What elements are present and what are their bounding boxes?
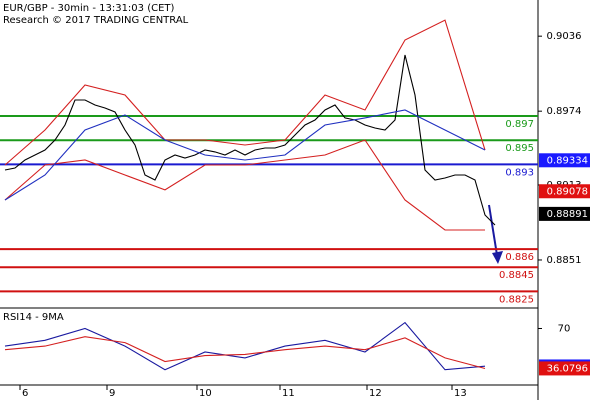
x-tick-label: 11 xyxy=(282,388,295,399)
y-tick-label: 0.8974 xyxy=(547,106,582,117)
level-label: 0.897 xyxy=(505,119,534,130)
y-tick-label: 70 xyxy=(558,323,571,334)
x-tick-label: 13 xyxy=(454,388,467,399)
value-tag-label: 0.89078 xyxy=(547,186,588,197)
series-line xyxy=(4,336,486,370)
chart-title: EUR/GBP - 30min - 13:31:03 (CET) xyxy=(3,3,175,14)
y-tick-label: 0.8851 xyxy=(547,255,582,266)
level-label: 0.893 xyxy=(505,167,534,178)
x-tick-label: 6 xyxy=(22,388,28,399)
x-tick-label: 9 xyxy=(109,388,115,399)
value-tag xyxy=(539,206,590,221)
chart-subtitle: Research © 2017 TRADING CENTRAL xyxy=(3,15,189,26)
value-tag xyxy=(539,184,590,199)
series-line xyxy=(4,321,486,371)
rsi-title: RSI14 - 9MA xyxy=(3,312,64,323)
value-tag xyxy=(539,361,590,376)
series-line xyxy=(4,19,486,166)
value-tag xyxy=(539,153,590,168)
level-label: 0.8825 xyxy=(499,294,534,305)
y-tick-label: 0.9036 xyxy=(547,31,582,42)
x-tick-label: 10 xyxy=(199,388,212,399)
series-line xyxy=(4,139,485,231)
level-label: 0.8845 xyxy=(499,270,534,281)
level-label: 0.895 xyxy=(505,143,534,154)
forecast-arrow xyxy=(488,204,498,256)
level-label: 0.886 xyxy=(505,252,534,263)
series-line xyxy=(4,54,496,226)
value-tag-label: 36.0796 xyxy=(547,363,588,374)
x-tick-label: 12 xyxy=(369,388,382,399)
value-tag-label: 0.88891 xyxy=(547,209,588,220)
forecast-arrowhead xyxy=(492,251,503,264)
series-line xyxy=(4,109,486,201)
value-tag-label: 0.89334 xyxy=(547,155,588,166)
